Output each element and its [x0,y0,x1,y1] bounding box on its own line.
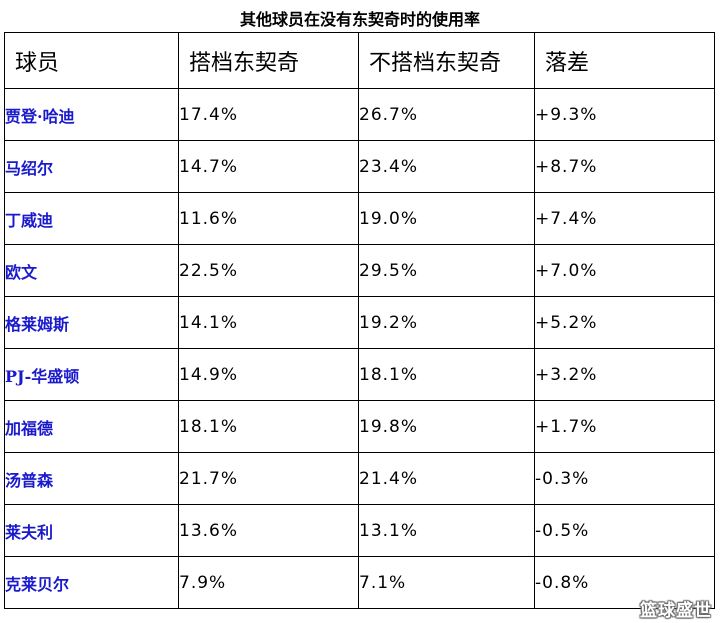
usage-diff: -0.8% [534,556,715,609]
table-row: 加福德 18.1% 19.8% +1.7% [4,400,715,453]
header-difference: 落差 [534,32,715,89]
usage-diff: +7.4% [534,192,715,245]
usage-diff: +7.0% [534,244,715,297]
table-row: 马绍尔 14.7% 23.4% +8.7% [4,140,715,193]
usage-rate-table: 球员 搭档东契奇 不搭档东契奇 落差 贾登·哈迪 17.4% 26.7% +9.… [4,32,715,609]
usage-without: 13.1% [358,504,535,557]
usage-diff: +3.2% [534,348,715,401]
player-name: 格莱姆斯 [4,296,179,349]
usage-with: 18.1% [178,400,359,453]
player-name: 马绍尔 [4,140,179,193]
watermark-logo: 篮球盛世 [640,601,712,621]
usage-diff: +1.7% [534,400,715,453]
usage-without: 26.7% [358,88,535,141]
table-row: 汤普森 21.7% 21.4% -0.3% [4,452,715,505]
player-name: 丁威迪 [4,192,179,245]
header-with-doncic: 搭档东契奇 [178,32,359,89]
header-without-doncic: 不搭档东契奇 [358,32,535,89]
player-name: 加福德 [4,400,179,453]
table-row: 格莱姆斯 14.1% 19.2% +5.2% [4,296,715,349]
header-player: 球员 [4,32,179,89]
table-title: 其他球员在没有东契奇时的使用率 [239,10,480,29]
player-name: 汤普森 [4,452,179,505]
table-row: 贾登·哈迪 17.4% 26.7% +9.3% [4,88,715,141]
player-name: 欧文 [4,244,179,297]
usage-with: 13.6% [178,504,359,557]
table-row: 丁威迪 11.6% 19.0% +7.4% [4,192,715,245]
table-header-row: 球员 搭档东契奇 不搭档东契奇 落差 [4,32,715,89]
usage-without: 21.4% [358,452,535,505]
player-name: 克莱贝尔 [4,556,179,609]
usage-diff: -0.5% [534,504,715,557]
usage-with: 22.5% [178,244,359,297]
usage-without: 19.8% [358,400,535,453]
usage-with: 7.9% [178,556,359,609]
usage-without: 7.1% [358,556,535,609]
usage-diff: -0.3% [534,452,715,505]
usage-diff: +5.2% [534,296,715,349]
usage-without: 19.2% [358,296,535,349]
usage-without: 29.5% [358,244,535,297]
usage-without: 18.1% [358,348,535,401]
table-row: 欧文 22.5% 29.5% +7.0% [4,244,715,297]
usage-with: 17.4% [178,88,359,141]
usage-without: 23.4% [358,140,535,193]
usage-with: 21.7% [178,452,359,505]
table-row: PJ-华盛顿 14.9% 18.1% +3.2% [4,348,715,401]
usage-diff: +8.7% [534,140,715,193]
player-name: 莱夫利 [4,504,179,557]
usage-without: 19.0% [358,192,535,245]
usage-with: 14.9% [178,348,359,401]
usage-with: 14.7% [178,140,359,193]
usage-with: 11.6% [178,192,359,245]
player-name: 贾登·哈迪 [4,88,179,141]
table-row: 克莱贝尔 7.9% 7.1% -0.8% [4,556,715,609]
table-row: 莱夫利 13.6% 13.1% -0.5% [4,504,715,557]
usage-with: 14.1% [178,296,359,349]
player-name: PJ-华盛顿 [4,348,179,401]
usage-diff: +9.3% [534,88,715,141]
